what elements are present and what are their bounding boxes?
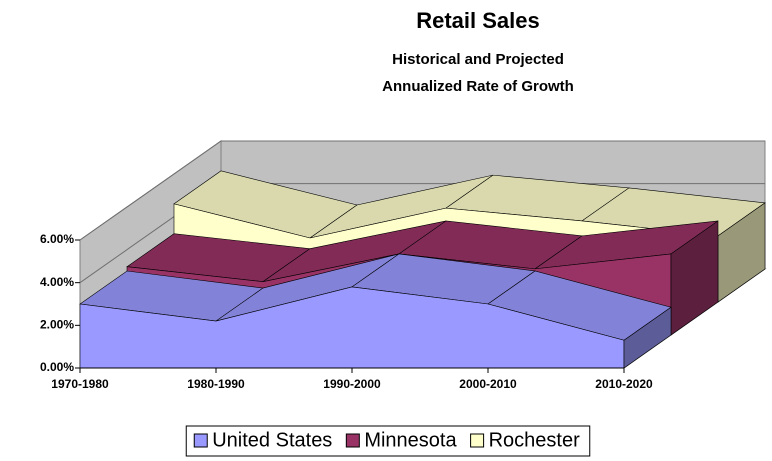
chart-subtitle: Annualized Rate of Growth — [382, 78, 574, 95]
area-side — [670, 220, 719, 336]
grid-line — [79, 140, 765, 241]
legend: United States Minnesota Rochester — [185, 425, 591, 457]
x-tick-label: 2000-2010 — [459, 377, 517, 391]
legend-swatch — [193, 433, 208, 448]
y-tick-label: 6.00% — [40, 232, 74, 246]
x-tick-label: 1980-1990 — [187, 377, 245, 391]
area-side — [623, 306, 672, 369]
y-tick-label: 4.00% — [40, 275, 74, 289]
x-tick-label: 1990-2000 — [323, 377, 381, 391]
legend-swatch — [470, 433, 485, 448]
x-tick-label: 2010-2020 — [595, 377, 653, 391]
y-tick-label: 0.00% — [40, 360, 74, 374]
y-tick-label: 2.00% — [40, 318, 74, 332]
chart-subtitle: Historical and Projected — [392, 51, 564, 68]
legend-label: Rochester — [489, 429, 580, 451]
legend-label: Minnesota — [364, 429, 457, 451]
legend-swatch — [345, 433, 360, 448]
legend-label: United States — [212, 429, 332, 451]
chart-title: Retail Sales — [416, 8, 540, 33]
x-tick-label: 1970-1980 — [51, 377, 109, 391]
legend-box — [185, 425, 591, 457]
